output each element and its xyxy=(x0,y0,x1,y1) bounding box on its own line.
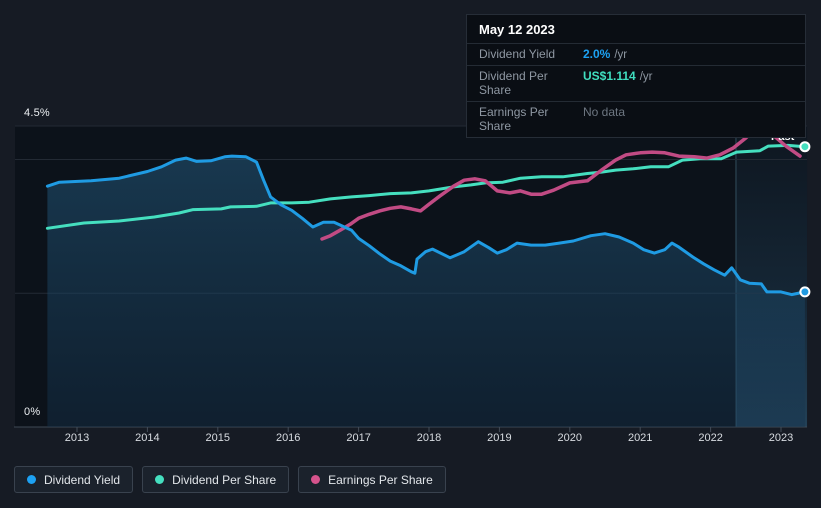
legend-item-earnings-per-share[interactable]: Earnings Per Share xyxy=(298,466,446,493)
series-lines xyxy=(45,124,811,427)
tooltip-row-dividend-yield: Dividend Yield 2.0% /yr xyxy=(467,43,805,65)
dividend-per-share-dot-icon xyxy=(155,475,165,484)
x-tick-label: 2014 xyxy=(135,432,160,444)
tooltip-row-dividend-per-share: Dividend Per Share US$1.114 /yr xyxy=(467,65,805,101)
legend-label: Dividend Yield xyxy=(44,472,121,487)
x-tick-label: 2022 xyxy=(698,432,723,444)
tooltip-label: Dividend Per Share xyxy=(479,69,548,97)
x-tick-label: 2016 xyxy=(275,432,301,444)
tooltip-unit: /yr xyxy=(639,71,653,83)
series-end-dot-dividend-yield xyxy=(799,286,811,298)
x-tick-label: 2019 xyxy=(487,432,512,444)
tooltip-label: Dividend Yield xyxy=(479,47,556,61)
x-tick-label: 2017 xyxy=(346,432,371,444)
tooltip-unit: /yr xyxy=(614,49,628,61)
tooltip-value: US$1.114 xyxy=(583,69,636,83)
x-tick-label: 2013 xyxy=(64,432,90,444)
chart-legend: Dividend Yield Dividend Per Share Earnin… xyxy=(14,466,446,493)
series-area-dividend-yield xyxy=(47,156,805,427)
x-tick-label: 2021 xyxy=(627,432,653,444)
tooltip-label: Earnings Per Share xyxy=(479,105,549,133)
legend-item-dividend-yield[interactable]: Dividend Yield xyxy=(14,466,134,493)
y-axis-label-top: 4.5% xyxy=(24,107,50,119)
tooltip-value: 2.0% xyxy=(583,47,611,61)
x-tick-label: 2023 xyxy=(768,432,794,444)
x-tick-label: 2015 xyxy=(205,432,231,444)
series-end-dot-dividend-per-share xyxy=(799,141,811,153)
x-axis-labels: 2013 2014 2015 2016 2017 2018 2019 2020 2021 2022… xyxy=(0,432,821,448)
dividend-yield-dot-icon xyxy=(27,475,36,484)
chart-tooltip: May 12 2023 Dividend Yield 2.0% /yr Divi… xyxy=(466,14,806,138)
tooltip-value: No data xyxy=(583,105,626,119)
legend-label: Earnings Per Share xyxy=(328,472,433,487)
series-line-earnings-per-share xyxy=(320,124,802,241)
y-axis-label-bottom: 0% xyxy=(24,406,41,418)
tooltip-row-earnings-per-share: Earnings Per Share No data xyxy=(467,101,805,137)
x-tick-label: 2018 xyxy=(416,432,442,444)
series-line-dividend-per-share xyxy=(45,143,807,230)
legend-label: Dividend Per Share xyxy=(172,472,277,487)
legend-item-dividend-per-share[interactable]: Dividend Per Share xyxy=(142,466,290,493)
earnings-per-share-dot-icon xyxy=(311,475,321,484)
tooltip-date: May 12 2023 xyxy=(479,22,555,37)
x-tick-label: 2020 xyxy=(557,432,583,444)
series-line-dividend-yield xyxy=(45,154,807,297)
